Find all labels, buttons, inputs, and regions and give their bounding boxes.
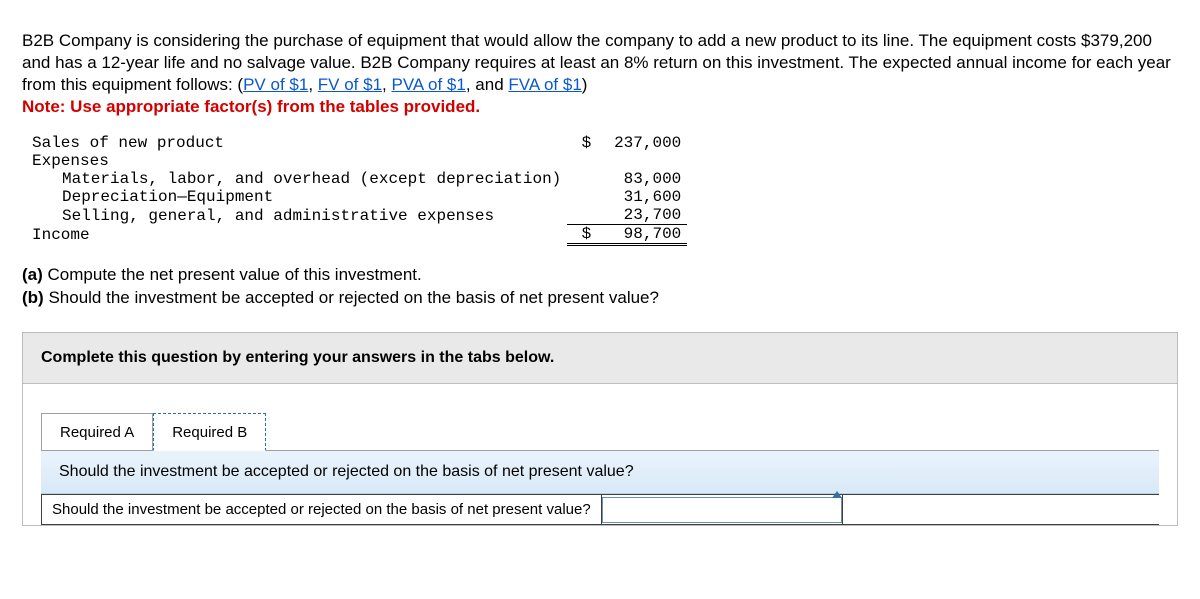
table-row: Income$98,700	[26, 225, 687, 245]
problem-statement: B2B Company is considering the purchase …	[22, 30, 1178, 118]
question-a: (a) Compute the net present value of thi…	[22, 264, 1178, 287]
answer-row: Should the investment be accepted or rej…	[41, 494, 1159, 525]
question-list: (a) Compute the net present value of thi…	[22, 264, 1178, 310]
tab-required-a[interactable]: Required A	[41, 413, 153, 451]
table-row: Materials, labor, and overhead (except d…	[26, 170, 687, 188]
row-value: 98,700	[597, 225, 687, 245]
row-label: Selling, general, and administrative exp…	[26, 206, 567, 225]
row-value: 83,000	[597, 170, 687, 188]
currency-symbol	[567, 188, 597, 206]
currency-symbol	[567, 170, 597, 188]
row-label: Depreciation—Equipment	[26, 188, 567, 206]
row-value: 237,000	[597, 134, 687, 152]
table-row: Depreciation—Equipment 31,600	[26, 188, 687, 206]
row-label: Income	[26, 225, 567, 245]
currency-symbol	[567, 206, 597, 225]
pva-of-1-link[interactable]: PVA of $1	[391, 75, 465, 94]
fv-of-1-link[interactable]: FV of $1	[318, 75, 382, 94]
row-value: 31,600	[597, 188, 687, 206]
table-row: Expenses	[26, 152, 687, 170]
row-label: Sales of new product	[26, 134, 567, 152]
answer-row-label: Should the investment be accepted or rej…	[41, 495, 602, 524]
pv-of-1-link[interactable]: PV of $1	[243, 75, 308, 94]
currency-symbol	[567, 152, 597, 170]
currency-symbol: $	[567, 225, 597, 245]
note-text: Note: Use appropriate factor(s) from the…	[22, 97, 480, 116]
fva-of-1-link[interactable]: FVA of $1	[508, 75, 581, 94]
table-row: Selling, general, and administrative exp…	[26, 206, 687, 225]
currency-symbol: $	[567, 134, 597, 152]
income-statement-table: Sales of new product$237,000ExpensesMate…	[26, 134, 687, 246]
row-value: 23,700	[597, 206, 687, 225]
chevron-up-icon	[832, 491, 842, 498]
tab-panel: Should the investment be accepted or rej…	[41, 450, 1159, 525]
decision-select[interactable]	[602, 497, 842, 523]
table-row: Sales of new product$237,000	[26, 134, 687, 152]
tab-required-b[interactable]: Required B	[153, 413, 266, 451]
tab-strip: Required A Required B	[41, 412, 1159, 450]
row-value	[597, 152, 687, 170]
instruction-bar: Complete this question by entering your …	[23, 333, 1177, 384]
row-label: Expenses	[26, 152, 567, 170]
panel-heading: Should the investment be accepted or rej…	[41, 451, 1159, 494]
intro-text: B2B Company is considering the purchase …	[22, 31, 1171, 94]
answer-area: Complete this question by entering your …	[22, 332, 1178, 526]
question-b: (b) Should the investment be accepted or…	[22, 287, 1178, 310]
row-label: Materials, labor, and overhead (except d…	[26, 170, 567, 188]
